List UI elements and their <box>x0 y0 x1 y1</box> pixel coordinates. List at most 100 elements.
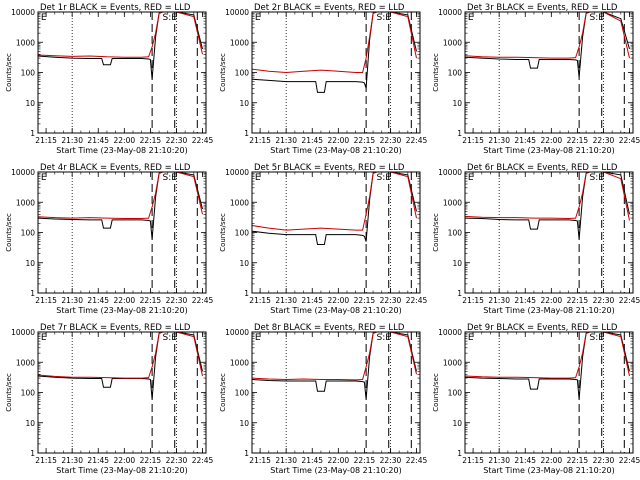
plot-frame <box>251 11 421 134</box>
x-tick-label: 21:30 <box>275 136 297 145</box>
y-tick-label: 10000 <box>438 168 462 177</box>
x-axis-label: Start Time (23-May-08 21:10:20) <box>483 466 614 475</box>
x-tick-label: 22:15 <box>567 456 589 465</box>
chart-title: Det 3r BLACK = Events, RED = LLD <box>467 3 618 13</box>
y-tick-label: 10000 <box>225 328 249 337</box>
x-tick-label: 21:15 <box>249 296 271 305</box>
x-tick-label: 22:30 <box>380 456 402 465</box>
annotation-label: S:E <box>163 173 178 183</box>
x-tick-label: 22:00 <box>328 136 350 145</box>
x-tick-label: 21:15 <box>35 136 57 145</box>
y-tick-label: 1 <box>457 449 462 458</box>
plot-frame <box>37 331 207 454</box>
plot-frame <box>37 11 207 134</box>
x-axis-label: Start Time (23-May-08 21:10:20) <box>483 146 614 155</box>
x-tick-label: 21:45 <box>301 456 323 465</box>
y-tick-label: 1000 <box>230 358 249 367</box>
plot-frame <box>37 171 207 294</box>
x-tick-label: 21:45 <box>514 136 536 145</box>
chart-title: Det 2r BLACK = Events, RED = LLD <box>254 3 405 13</box>
x-tick-label: 21:30 <box>61 456 83 465</box>
y-tick-label: 100 <box>235 229 250 238</box>
chart-title: Det 1r BLACK = Events, RED = LLD <box>40 3 191 13</box>
x-tick-label: 22:15 <box>567 136 589 145</box>
x-tick-label: 22:30 <box>380 296 402 305</box>
y-tick-label: 1 <box>30 289 35 298</box>
chart-panel-7: Det 7r BLACK = Events, RED = LLD Counts/s… <box>5 323 214 475</box>
y-tick-label: 10 <box>239 419 249 428</box>
chart-panel-9: Det 9r BLACK = Events, RED = LLD Counts/s… <box>432 323 640 475</box>
chart-panel-1: Det 1r BLACK = Events, RED = LLD Counts/s… <box>5 3 214 155</box>
x-tick-label: 21:30 <box>488 456 510 465</box>
series-line-lld <box>251 11 417 74</box>
y-tick-label: 1000 <box>443 198 462 207</box>
annotation-label: E <box>255 173 261 183</box>
y-axis-label: Counts/sec <box>5 53 13 92</box>
series-line-lld <box>37 171 203 219</box>
y-tick-label: 10 <box>452 99 462 108</box>
plot-frame <box>251 331 421 454</box>
y-tick-label: 100 <box>448 229 463 238</box>
x-tick-label: 22:15 <box>354 456 376 465</box>
annotation-label: S:E <box>163 13 178 23</box>
x-tick-label: 22:30 <box>166 456 188 465</box>
series-line-events <box>251 11 417 93</box>
x-tick-label: 22:15 <box>354 296 376 305</box>
series-line-lld <box>464 331 630 379</box>
plot-frame <box>464 331 634 454</box>
x-tick-label: 22:15 <box>140 136 162 145</box>
x-axis-label: Start Time (23-May-08 21:10:20) <box>56 466 187 475</box>
y-tick-label: 100 <box>21 69 36 78</box>
y-axis-label: Counts/sec <box>219 53 227 92</box>
x-tick-label: 21:15 <box>462 456 484 465</box>
x-tick-label: 22:00 <box>328 296 350 305</box>
x-tick-label: 22:45 <box>192 456 214 465</box>
annotation-label: S:E <box>377 173 392 183</box>
x-tick-label: 21:30 <box>488 296 510 305</box>
x-axis-label: Start Time (23-May-08 21:10:20) <box>56 306 187 315</box>
chart-title: Det 7r BLACK = Events, RED = LLD <box>40 323 191 333</box>
x-tick-label: 22:45 <box>192 136 214 145</box>
y-tick-label: 1000 <box>443 38 462 47</box>
chart-panel-3: Det 3r BLACK = Events, RED = LLD Counts/s… <box>432 3 640 155</box>
annotation-label: E <box>255 13 261 23</box>
chart-title: Det 9r BLACK = Events, RED = LLD <box>467 323 618 333</box>
x-tick-label: 21:45 <box>87 136 109 145</box>
series-line-lld <box>464 11 630 59</box>
x-tick-label: 22:45 <box>406 136 428 145</box>
series-line-lld <box>464 171 630 221</box>
series-line-lld <box>37 331 203 379</box>
chart-title: Det 6r BLACK = Events, RED = LLD <box>467 163 618 173</box>
annotation-label: S:E <box>590 333 605 343</box>
x-tick-label: 21:45 <box>87 296 109 305</box>
y-tick-label: 10000 <box>225 168 249 177</box>
series-line-events <box>37 11 203 80</box>
y-tick-label: 100 <box>448 389 463 398</box>
x-tick-label: 22:30 <box>166 296 188 305</box>
x-tick-label: 21:30 <box>61 296 83 305</box>
y-tick-label: 1000 <box>16 198 35 207</box>
x-tick-label: 21:15 <box>35 456 57 465</box>
y-tick-label: 1 <box>30 449 35 458</box>
y-axis-label: Counts/sec <box>219 213 227 252</box>
annotation-label: E <box>468 173 474 183</box>
x-tick-label: 21:45 <box>301 136 323 145</box>
y-tick-label: 1 <box>244 289 249 298</box>
x-tick-label: 21:15 <box>462 296 484 305</box>
series-line-events <box>464 331 630 400</box>
plot-frame <box>464 11 634 134</box>
x-tick-label: 22:00 <box>328 456 350 465</box>
x-tick-label: 21:30 <box>61 136 83 145</box>
x-tick-label: 22:00 <box>541 136 563 145</box>
y-tick-label: 100 <box>21 229 36 238</box>
y-tick-label: 1 <box>30 129 35 138</box>
series-line-events <box>464 171 630 240</box>
y-tick-label: 10 <box>25 419 35 428</box>
y-tick-label: 10 <box>25 259 35 268</box>
annotation-label: E <box>41 333 47 343</box>
x-tick-label: 22:15 <box>354 136 376 145</box>
chart-title: Det 4r BLACK = Events, RED = LLD <box>40 163 191 173</box>
x-tick-label: 22:45 <box>619 136 640 145</box>
series-line-lld <box>37 11 203 58</box>
